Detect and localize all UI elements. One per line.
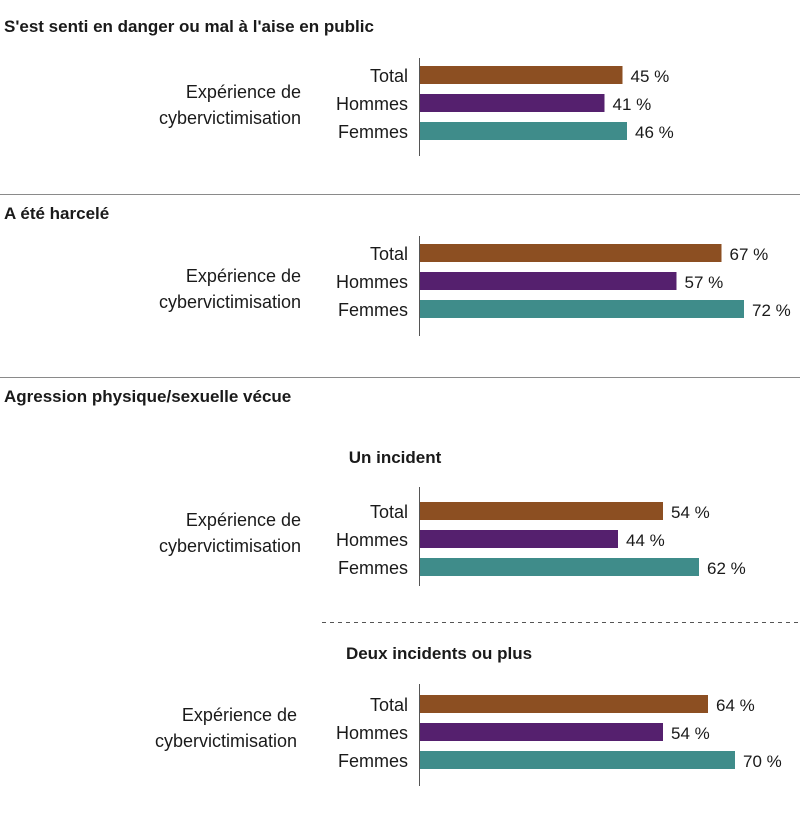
value-label: 72 % [752, 301, 791, 320]
category-label-femmes: Femmes [338, 300, 408, 320]
value-label: 70 % [743, 752, 782, 771]
bar-femmes [420, 122, 627, 140]
bar-femmes [420, 558, 699, 576]
category-label-total: Total [370, 66, 408, 86]
category-label-hommes: Hommes [336, 94, 408, 114]
bar-hommes [420, 272, 677, 290]
bar-total [420, 66, 623, 84]
bar-total [420, 244, 722, 262]
value-label: 54 % [671, 503, 710, 522]
category-label-femmes: Femmes [338, 751, 408, 771]
value-label: 44 % [626, 531, 665, 550]
category-label-femmes: Femmes [338, 122, 408, 142]
value-label: 57 % [685, 273, 724, 292]
category-label-hommes: Hommes [336, 723, 408, 743]
group-label: cybervictimisation [159, 536, 301, 556]
value-label: 54 % [671, 724, 710, 743]
group-label: Expérience de [186, 82, 301, 102]
bar-femmes [420, 751, 735, 769]
value-label: 41 % [613, 95, 652, 114]
category-label-hommes: Hommes [336, 530, 408, 550]
section-title-harassed: A été harcelé [4, 204, 109, 223]
bar-hommes [420, 723, 663, 741]
value-label: 64 % [716, 696, 755, 715]
group-label: cybervictimisation [159, 292, 301, 312]
bar-total [420, 695, 708, 713]
section-title-danger: S'est senti en danger ou mal à l'aise en… [4, 17, 374, 36]
category-label-total: Total [370, 502, 408, 522]
value-label: 45 % [631, 67, 670, 86]
subsection-title-one-incident: Un incident [349, 448, 442, 467]
subsection-title-two-incidents: Deux incidents ou plus [346, 644, 532, 663]
group-label: Expérience de [186, 266, 301, 286]
bar-hommes [420, 94, 605, 112]
category-label-femmes: Femmes [338, 558, 408, 578]
value-label: 67 % [730, 245, 769, 264]
bars-layer: Total 45 % Hommes 41 % Femmes 46 % Total 67 % Ho… [336, 66, 791, 771]
bar-femmes [420, 300, 744, 318]
group-label: cybervictimisation [159, 108, 301, 128]
category-label-hommes: Hommes [336, 272, 408, 292]
group-label: Expérience de [182, 705, 297, 725]
section-title-assault: Agression physique/sexuelle vécue [4, 387, 291, 406]
group-label: Expérience de [186, 510, 301, 530]
value-label: 46 % [635, 123, 674, 142]
bar-hommes [420, 530, 618, 548]
category-label-total: Total [370, 244, 408, 264]
group-label: cybervictimisation [155, 731, 297, 751]
value-label: 62 % [707, 559, 746, 578]
bar-total [420, 502, 663, 520]
category-label-total: Total [370, 695, 408, 715]
